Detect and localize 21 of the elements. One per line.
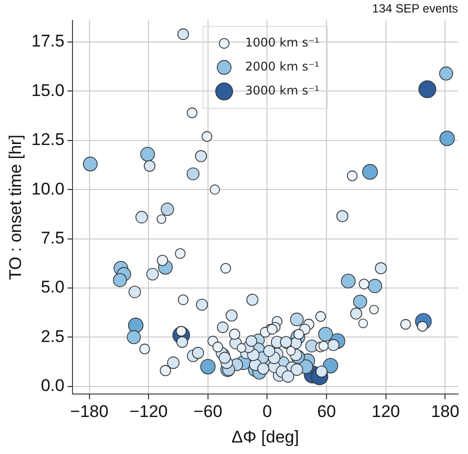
y-tick-label: 7.5 <box>40 228 64 248</box>
legend-label: 1000 km s⁻¹ <box>245 36 320 50</box>
y-tick-label: 0.0 <box>40 376 64 396</box>
x-tick-label: 180 <box>430 402 460 422</box>
x-tick-label: 60 <box>317 402 336 422</box>
x-tick-label: 0 <box>262 402 272 422</box>
x-axis-title: ΔΦ [deg] <box>232 427 299 446</box>
y-tick-label: 15.0 <box>31 80 64 100</box>
x-tick-label: −180 <box>70 402 108 422</box>
legend-label: 2000 km s⁻¹ <box>245 60 320 74</box>
y-axis-title: TO : onset time [hr] <box>6 134 25 280</box>
chart-title: 134 SEP events <box>372 2 458 16</box>
y-tick-label: 10.0 <box>31 179 64 198</box>
y-tick-label: 5.0 <box>40 278 64 297</box>
x-tick-label: −120 <box>129 402 168 422</box>
x-tick-label: 120 <box>372 402 400 422</box>
x-tick-label: −60 <box>193 402 222 422</box>
legend-label: 3000 km s⁻¹ <box>245 84 320 98</box>
y-tick-label: 2.5 <box>40 326 64 346</box>
y-tick-label: 12.5 <box>31 130 64 150</box>
y-tick-label: 17.5 <box>31 32 64 51</box>
